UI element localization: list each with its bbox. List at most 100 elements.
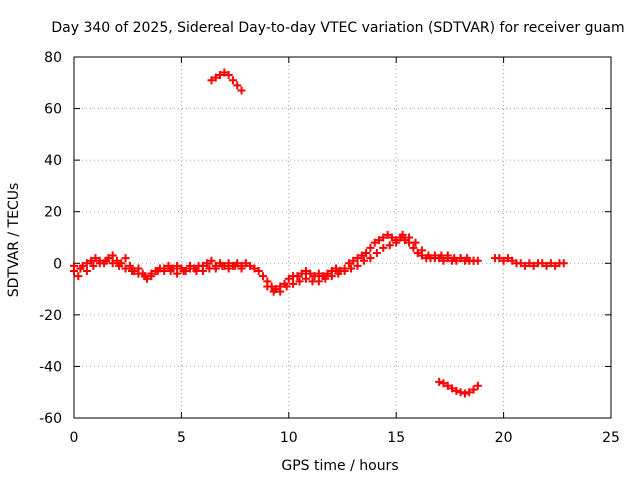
data-point [173, 261, 182, 270]
data-point [503, 254, 512, 263]
series-lower-arc [435, 377, 482, 398]
data-point [147, 269, 156, 278]
data-point [233, 81, 242, 90]
data-point [91, 254, 100, 263]
data-point [211, 73, 220, 82]
data-point [409, 243, 418, 252]
data-point [413, 248, 422, 257]
data-point [74, 272, 83, 281]
y-tick-label: 20 [44, 205, 62, 221]
data-point [546, 259, 555, 268]
data-point [211, 264, 220, 273]
data-point [332, 264, 341, 273]
chart-title: Day 340 of 2025, Sidereal Day-to-day VTE… [51, 20, 624, 36]
data-point [347, 264, 356, 273]
data-point [140, 272, 149, 281]
x-tick-labels: 0 5 10 15 20 25 [70, 430, 620, 446]
data-point [164, 261, 173, 270]
data-point [334, 269, 343, 278]
data-point [102, 256, 111, 265]
data-point [529, 261, 538, 270]
data-point [160, 264, 169, 273]
data-point [366, 243, 375, 252]
data-point [89, 261, 98, 270]
data-point [121, 264, 130, 273]
data-point [185, 264, 194, 273]
data-point [218, 261, 227, 270]
data-point [153, 267, 162, 276]
x-tick-label: 25 [602, 430, 620, 446]
data-point [359, 256, 368, 265]
data-points [70, 68, 568, 398]
data-point [340, 267, 349, 276]
data-point [398, 230, 407, 239]
y-tick-label: 40 [44, 153, 62, 169]
data-point [216, 71, 225, 80]
data-point [499, 256, 508, 265]
data-point [207, 76, 216, 85]
series-secondary-trace [70, 230, 478, 296]
data-point [323, 269, 332, 278]
data-point [411, 238, 420, 247]
data-point [293, 272, 302, 281]
data-point [516, 259, 525, 268]
data-point [250, 264, 259, 273]
x-tick-label: 10 [280, 430, 298, 446]
data-point [435, 377, 444, 386]
y-tick-label: 0 [53, 256, 62, 272]
y-tick-label: -20 [39, 308, 62, 324]
data-point [469, 385, 478, 394]
x-tick-label: 20 [495, 430, 513, 446]
data-point [521, 261, 530, 270]
data-point [82, 267, 91, 276]
data-point [469, 256, 478, 265]
data-point [231, 261, 240, 270]
data-point [508, 256, 517, 265]
data-point [314, 269, 323, 278]
data-point [310, 272, 319, 281]
data-point [370, 238, 379, 247]
data-point [385, 241, 394, 250]
data-point [237, 264, 246, 273]
data-point [327, 272, 336, 281]
data-point [392, 238, 401, 247]
x-tick-label: 15 [387, 430, 405, 446]
data-point [463, 254, 472, 263]
data-point [439, 256, 448, 265]
data-point [349, 256, 358, 265]
data-point [353, 261, 362, 270]
data-point [241, 259, 250, 268]
data-point [108, 259, 117, 268]
data-point [357, 251, 366, 260]
data-point [203, 259, 212, 268]
data-point [362, 248, 371, 257]
data-point [179, 267, 188, 276]
data-point [465, 388, 474, 397]
data-point [289, 279, 298, 288]
data-point [405, 233, 414, 242]
data-point [525, 259, 534, 268]
y-tick-label: 60 [44, 102, 62, 118]
data-point [344, 259, 353, 268]
data-point [443, 251, 452, 260]
data-point [228, 76, 237, 85]
data-point [321, 274, 330, 283]
data-point [375, 236, 384, 245]
data-point [314, 277, 323, 286]
data-point [115, 261, 124, 270]
data-point [542, 261, 551, 270]
data-point [207, 256, 216, 265]
y-tick-labels: -60 -40 -20 0 20 40 60 80 [39, 50, 62, 427]
y-tick-label: -60 [39, 411, 62, 427]
data-point [387, 233, 396, 242]
series-main-trace [70, 230, 568, 294]
data-point [383, 230, 392, 239]
data-point [173, 269, 182, 278]
axis-ticks [73, 56, 612, 419]
data-point [254, 267, 263, 276]
data-point [76, 264, 85, 273]
data-point [127, 267, 136, 276]
data-point [460, 389, 469, 398]
